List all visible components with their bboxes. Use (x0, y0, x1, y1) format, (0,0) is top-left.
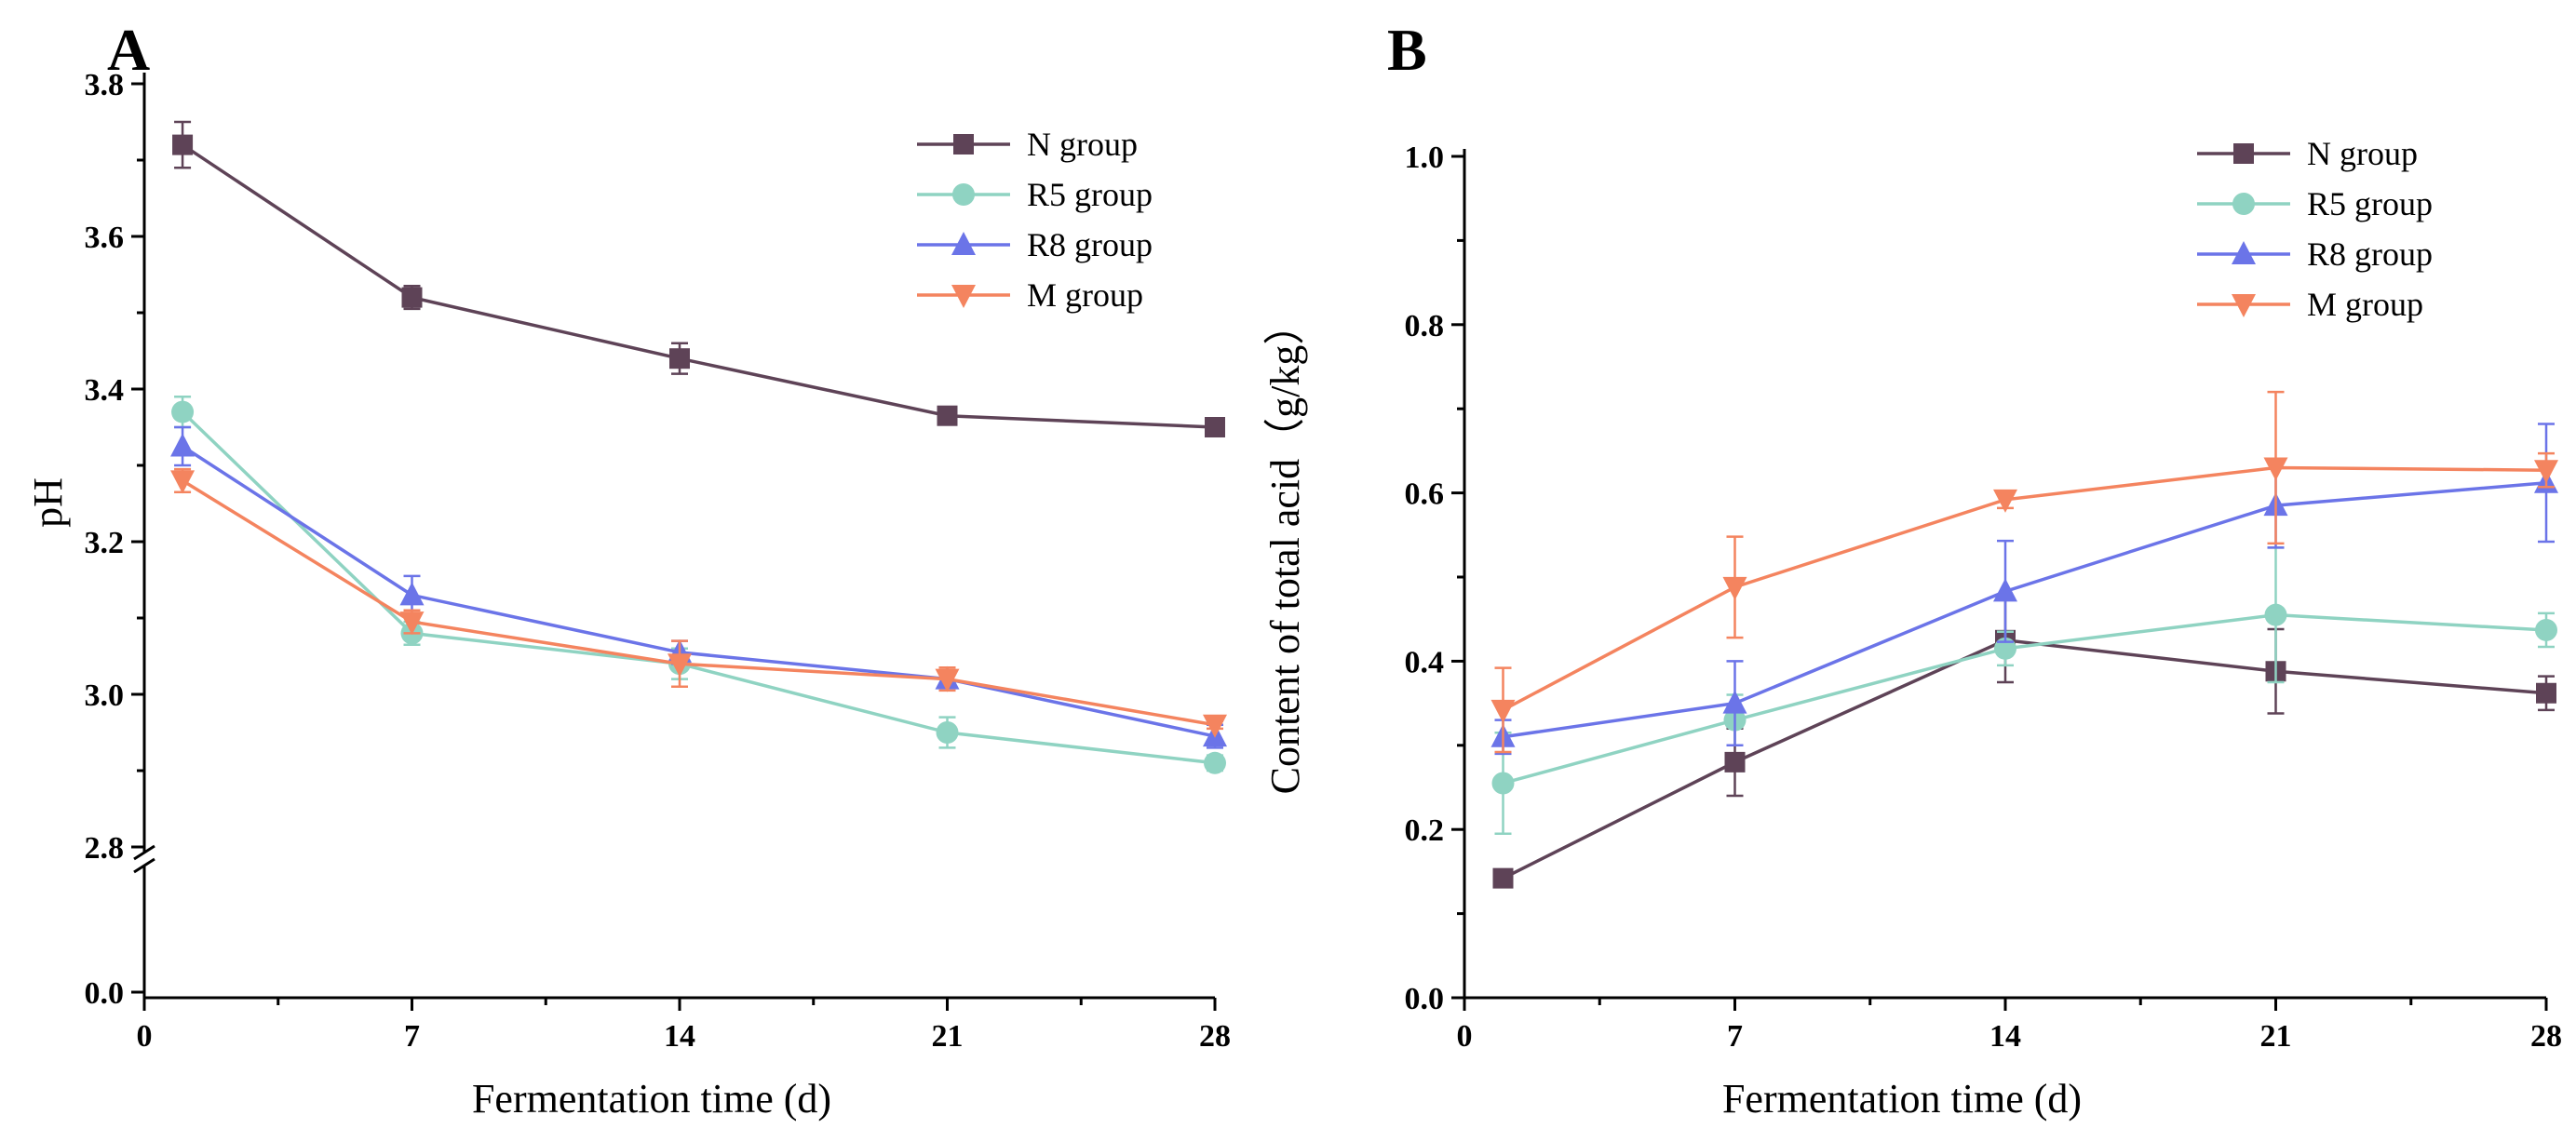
panel-b-r8-group-line (1503, 481, 2547, 739)
panel-b-x-tick-label: 21 (2260, 1019, 2292, 1054)
panel-b-x-tick-label: 14 (1989, 1019, 2021, 1054)
panel-a-legend-r5-group-marker (952, 183, 975, 206)
panel-a-y-axis-title: pH (25, 477, 71, 528)
panel-b-r5-group-point (2264, 603, 2287, 626)
panel-b-y-tick-label: 0.6 (1405, 477, 1445, 512)
panel-b-n-group-point (2536, 682, 2556, 704)
panel-a-series-n-group (172, 120, 1225, 437)
panel-b-legend-r5-group-marker (2232, 193, 2255, 215)
panel-a-x-tick-label: 21 (932, 1019, 964, 1054)
panel-b-legend-r5-group-label: R5 group (2307, 185, 2433, 222)
panel-b-n-group-point (1724, 751, 1746, 773)
panel-a-y-tick-label: 3.8 (85, 68, 125, 102)
panel-a-m-group-point (170, 470, 196, 494)
panel-b-y-axis-title: Content of total acid（g/kg） (1262, 304, 1308, 795)
panel-a-x-tick-label: 7 (404, 1019, 420, 1054)
panel-b-legend-m-group-label: M group (2307, 286, 2423, 323)
panel-b-y-tick-label: 0.2 (1405, 813, 1445, 848)
panel-b-series-r5-group (1491, 546, 2557, 835)
panel-a-label: A (107, 17, 150, 83)
panel-b-r5-group-point (1491, 772, 1515, 795)
panel-b-x-ticks: 0 7 14 21 28 (1457, 998, 2562, 1054)
panel-b-m-group-point (2263, 457, 2288, 481)
panel-b-y-tick-label: 0.0 (1405, 982, 1445, 1016)
panel-b-y-tick-label: 0.8 (1405, 309, 1445, 343)
panel-b-m-group-point (2534, 460, 2558, 484)
panel-a-m-group-point (1203, 714, 1227, 738)
panel-b-legend-n-group-marker (2233, 143, 2254, 164)
panel-a-n-group-point (401, 287, 423, 308)
panel-a-legend: N group R5 group R8 group M group (917, 126, 1153, 314)
panel-b-label: B (1387, 17, 1427, 83)
panel-a-m-group-point (399, 611, 425, 636)
panel-b-r8-group-point (1722, 690, 1747, 714)
panel-a-y-tick-label: 3.6 (85, 221, 125, 255)
panel-a-axis-break-mark-1 (133, 844, 155, 861)
panel-b-legend-r8-group-label: R8 group (2307, 235, 2433, 273)
panel-a-series-m-group (170, 467, 1227, 738)
panel-b-x-tick-label: 28 (2530, 1019, 2562, 1054)
panel-a-m-group-point (935, 668, 960, 692)
panel-b-legend-r8-group-marker (2232, 241, 2256, 264)
panel-a-x-ticks: 0 7 14 21 28 (137, 998, 1231, 1054)
panel-a-y-ticks: 0.0 2.8 3.0 3.2 3.4 3.6 3.8 (85, 68, 144, 1011)
panel-b-x-axis-title: Fermentation time (d) (1722, 1076, 2082, 1122)
panel-b-series (1490, 390, 2558, 889)
panel-a-y-tick-label: 3.0 (85, 678, 125, 713)
panel-a-n-group-point (669, 348, 690, 369)
panel-a-y-tick-label: 0.0 (85, 976, 125, 1011)
panel-b-r5-group-line (1503, 612, 2547, 786)
panel-a-legend-m-group-marker (951, 285, 976, 308)
panel-a-r8-group-line (182, 445, 1216, 738)
panel-a-legend-n-group-marker (953, 134, 974, 155)
panel-a-axis-break-mark-2 (133, 857, 155, 874)
panel-a-m-group-point (668, 653, 692, 678)
panel-b-legend-m-group-marker (2232, 294, 2256, 317)
panel-a-y-tick-label: 2.8 (85, 831, 125, 866)
panel-b-legend-n-group-label: N group (2307, 135, 2418, 172)
panel-b-n-group-point (1492, 867, 1514, 889)
panel-a-x-tick-label: 0 (137, 1019, 153, 1054)
panel-a-r8-group-point (399, 582, 425, 606)
panel-b-y-tick-label: 0.4 (1405, 645, 1445, 679)
panel-b-r8-group-point (1993, 578, 2017, 602)
panel-a-series (170, 120, 1227, 774)
panel-a-legend-r5-group-label: R5 group (1027, 176, 1153, 213)
panel-a-legend-n-group-label: N group (1027, 126, 1138, 163)
panel-b-y-tick-label: 1.0 (1405, 141, 1445, 175)
panel-a-n-group-point (172, 134, 194, 155)
panel-a-y-tick-label: 3.4 (85, 373, 125, 408)
panel-a-legend-r8-group-label: R8 group (1027, 226, 1153, 263)
panel-a-r5-group-line (181, 410, 1216, 765)
panel-b-x-tick-label: 7 (1727, 1019, 1743, 1054)
panel-b-series-m-group (1490, 390, 2558, 754)
panel-b-r5-group-point (2535, 618, 2557, 641)
panel-a-n-group-point (1205, 417, 1225, 437)
panel-b: B 0.0 0.2 0.4 0.6 0.8 1.0 0 7 14 21 28 N group R5 … (1262, 17, 2562, 1122)
panel-b-m-group-point (1490, 699, 1516, 723)
panel-a-m-group-line (182, 478, 1216, 727)
panel-a-legend-m-group-label: M group (1027, 276, 1143, 314)
panel-b-y-ticks: 0.0 0.2 0.4 0.6 0.8 1.0 (1405, 141, 1464, 1016)
panel-b-legend: N group R5 group R8 group M group (2197, 135, 2433, 323)
panel-a: A 0.0 2.8 3.0 3.2 3.4 3.6 3.8 0 7 14 21 28 N group… (25, 17, 1231, 1122)
panel-b-series-r8-group (1490, 423, 2558, 756)
panel-a-x-axis-title: Fermentation time (d) (472, 1076, 831, 1122)
panel-a-r5-group-point (171, 400, 195, 423)
panel-a-legend-r8-group-marker (951, 232, 976, 255)
panel-b-n-group-line (1502, 638, 2547, 880)
panel-b-m-group-line (1502, 465, 2547, 712)
panel-a-r8-group-point (170, 433, 196, 457)
panel-b-x-tick-label: 0 (1457, 1019, 1473, 1054)
panel-a-n-group-point (937, 405, 958, 426)
panel-a-r5-group-point (936, 721, 959, 744)
panel-a-y-tick-label: 3.2 (85, 526, 125, 560)
panel-a-series-r5-group (171, 395, 1226, 774)
panel-a-x-tick-label: 14 (664, 1019, 695, 1054)
panel-b-m-group-point (1993, 489, 2017, 513)
panel-a-x-tick-label: 28 (1199, 1019, 1231, 1054)
panel-b-m-group-point (1722, 576, 1747, 600)
panel-a-r5-group-point (1204, 751, 1226, 774)
